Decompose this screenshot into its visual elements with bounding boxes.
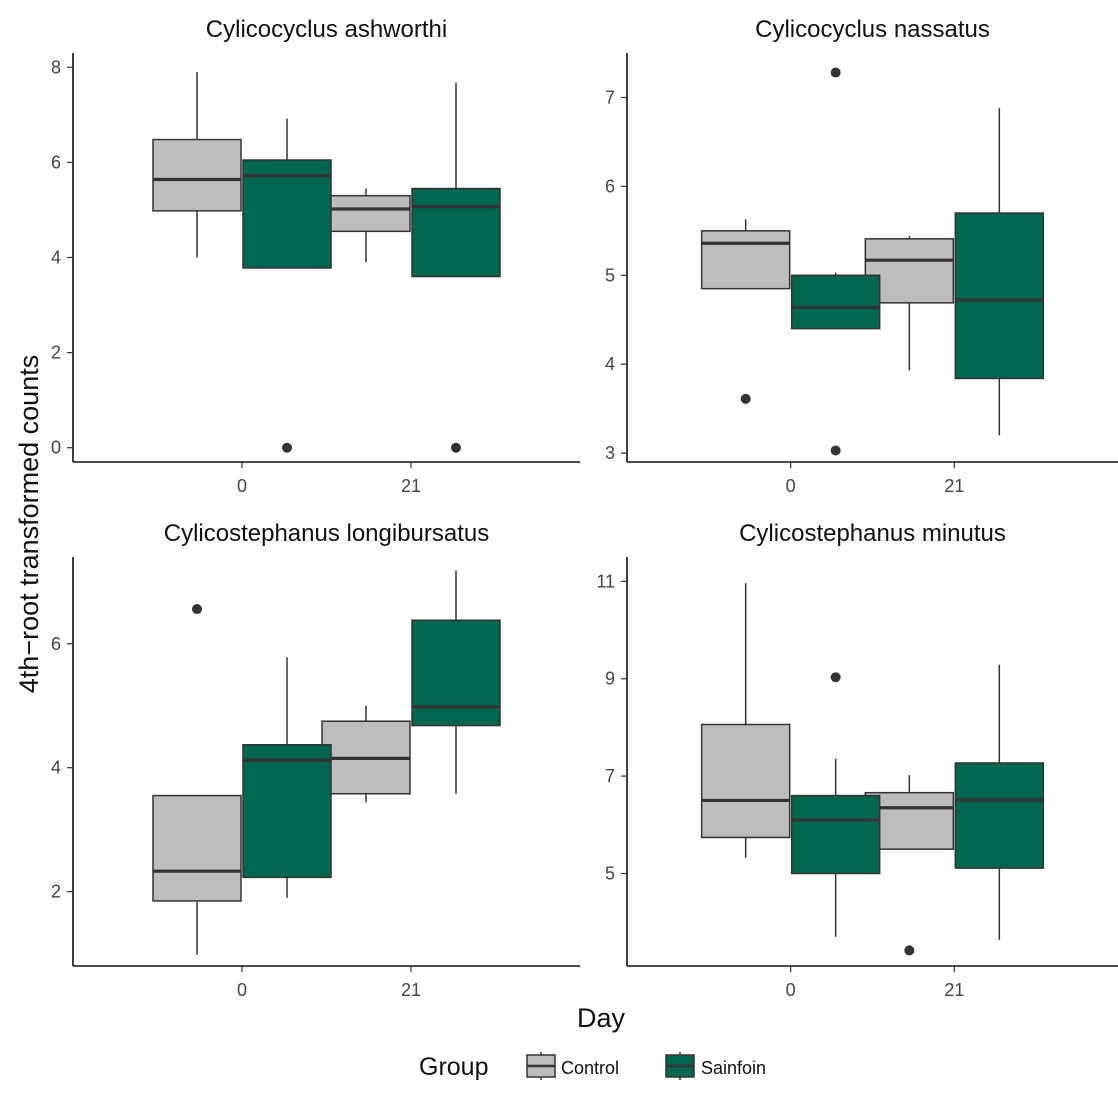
panel-cylicocyclus-ashworthi: Cylicocyclus ashworthi 0 2 4 6 8 0 21 xyxy=(51,16,580,496)
legend-item-sainfoin: Sainfoin xyxy=(665,1052,766,1080)
outlier-point xyxy=(192,604,202,615)
y-tick-label: 4 xyxy=(51,248,61,268)
box-iqr xyxy=(790,274,881,330)
y-tick-label: 5 xyxy=(605,863,615,883)
y-axis-title: 4th−root transformed counts xyxy=(14,355,44,693)
outlier-point xyxy=(282,442,292,453)
x-tick-label: 21 xyxy=(401,980,421,1000)
legend-key-control xyxy=(526,1052,556,1080)
panel-title: Cylicostephanus minutus xyxy=(739,520,1006,547)
outlier-point xyxy=(740,393,751,404)
panel-title: Cylicostephanus longibursatus xyxy=(164,520,490,547)
box-iqr xyxy=(321,194,411,233)
x-axis-title: Day xyxy=(577,1003,626,1033)
box-sainfoin-day-21 xyxy=(954,664,1045,940)
box-sainfoin-day-21 xyxy=(954,108,1045,436)
box-iqr xyxy=(242,159,332,269)
legend-label-control: Control xyxy=(561,1058,619,1078)
y-tick-label: 7 xyxy=(605,87,615,107)
box-sainfoin-day-0 xyxy=(242,118,332,453)
y-tick-label: 6 xyxy=(51,152,61,172)
y-tick-label: 2 xyxy=(51,343,61,363)
y-tick-label: 7 xyxy=(605,766,615,786)
box-sainfoin-day-21 xyxy=(411,82,501,453)
box-iqr xyxy=(152,794,242,902)
x-tick-label: 21 xyxy=(944,980,964,1000)
legend-title: Group xyxy=(419,1053,488,1081)
panel-cylicocyclus-nassatus: Cylicocyclus nassatus 3 4 5 6 7 0 21 xyxy=(605,16,1118,496)
y-tick-label: 3 xyxy=(605,443,615,463)
x-tick-label: 0 xyxy=(237,476,247,496)
panel-title: Cylicocyclus nassatus xyxy=(755,16,990,43)
panel-cylicostephanus-minutus: Cylicostephanus minutus 5 7 9 11 0 21 xyxy=(596,520,1118,1000)
x-tick-label: 21 xyxy=(944,476,964,496)
box-sainfoin-day-0 xyxy=(790,67,881,456)
box-sainfoin-day-0 xyxy=(790,672,881,937)
outlier-point xyxy=(830,445,841,456)
outlier-point xyxy=(830,67,841,78)
outlier-point xyxy=(451,442,461,453)
y-tick-label: 9 xyxy=(605,669,615,689)
box-control-day-21 xyxy=(321,188,411,263)
x-tick-label: 0 xyxy=(237,980,247,1000)
legend: Group Control Sainfoin xyxy=(419,1052,766,1081)
legend-item-control: Control xyxy=(526,1052,619,1080)
box-control-day-0 xyxy=(700,583,791,858)
outlier-point xyxy=(830,672,841,683)
y-tick-label: 11 xyxy=(596,571,615,591)
x-tick-label: 0 xyxy=(786,980,796,1000)
box-iqr xyxy=(242,744,332,879)
y-tick-label: 4 xyxy=(605,354,615,374)
outlier-point xyxy=(904,945,915,956)
box-sainfoin-day-0 xyxy=(242,657,332,898)
y-tick-label: 6 xyxy=(605,176,615,196)
box-control-day-0 xyxy=(152,604,242,955)
box-iqr xyxy=(700,230,791,290)
y-tick-label: 6 xyxy=(51,634,61,654)
y-tick-label: 2 xyxy=(51,882,61,902)
box-iqr xyxy=(954,212,1045,380)
x-tick-label: 0 xyxy=(786,476,796,496)
y-tick-label: 4 xyxy=(51,758,61,778)
box-control-day-0 xyxy=(152,72,242,258)
box-control-day-21 xyxy=(321,705,411,803)
y-tick-label: 0 xyxy=(51,438,61,458)
panel-title: Cylicocyclus ashworthi xyxy=(206,16,447,43)
box-sainfoin-day-21 xyxy=(411,570,501,794)
legend-label-sainfoin: Sainfoin xyxy=(701,1058,766,1078)
y-tick-label: 8 xyxy=(51,57,61,77)
box-iqr xyxy=(411,619,501,727)
box-iqr xyxy=(152,138,242,212)
box-iqr xyxy=(954,762,1045,869)
x-tick-label: 21 xyxy=(401,476,421,496)
legend-key-sainfoin xyxy=(665,1052,695,1080)
box-iqr xyxy=(700,723,791,839)
panel-cylicostephanus-longibursatus: Cylicostephanus longibursatus 2 4 6 0 21 xyxy=(51,520,580,1000)
box-iqr xyxy=(411,187,501,278)
y-tick-label: 5 xyxy=(605,265,615,285)
box-control-day-0 xyxy=(700,219,791,404)
box-iqr xyxy=(790,794,881,875)
